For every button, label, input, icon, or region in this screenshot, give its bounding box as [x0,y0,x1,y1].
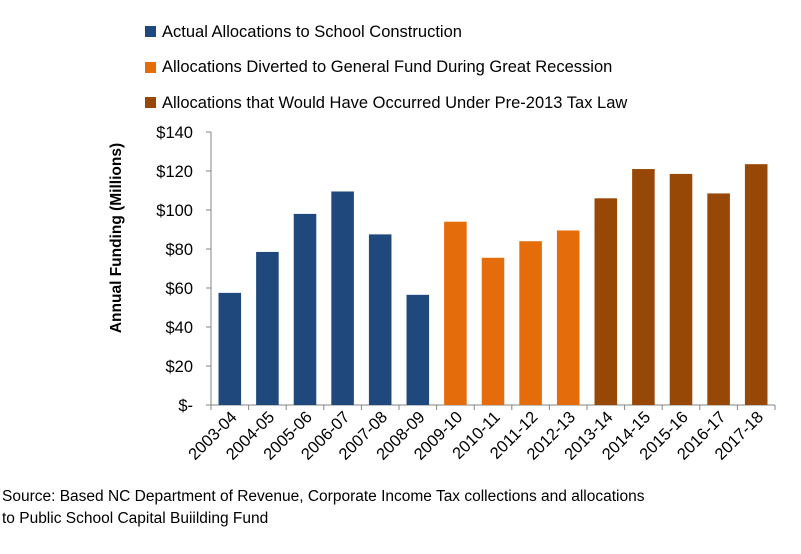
legend-label-pre2013: Allocations that Would Have Occurred Und… [162,93,628,112]
y-tick-label: $100 [156,202,193,220]
y-tick-label: $140 [156,124,193,142]
source-note: Source: Based NC Department of Revenue, … [2,486,644,530]
bar-2011-12 [519,241,542,405]
chart-legend: Actual Allocations to School Constructio… [145,14,627,121]
bar-2016-17 [707,193,730,405]
source-note-line-2: to Public School Capital Buiilding Fund [2,510,269,527]
bar-2005-06 [293,213,317,405]
bar-2014-15 [632,169,655,405]
bar-2013-14 [594,198,618,405]
legend-swatch-actual [145,26,156,38]
bar-2006-07 [331,191,354,405]
bar-2003-04 [218,292,242,405]
y-tick-label: $40 [165,319,193,337]
bar-2012-13 [556,230,580,405]
y-tick-label: $- [178,397,193,415]
y-tick-label: $120 [156,163,193,181]
legend-label-actual: Actual Allocations to School Constructio… [162,22,462,41]
y-tick-label: $20 [165,358,193,376]
bar-2008-09 [406,294,430,405]
bar-2010-11 [481,257,505,405]
bar-2004-05 [256,251,279,405]
y-axis-title: Annual Funding (Millions) [108,143,125,333]
legend-swatch-diverted [145,61,156,73]
source-note-line-1: Source: Based NC Department of Revenue, … [2,488,645,505]
bar-2017-18 [744,164,768,405]
bar-2009-10 [444,221,467,405]
bar-2007-08 [368,234,392,405]
legend-label-diverted: Allocations Diverted to General Fund Dur… [162,58,613,77]
legend-item-pre2013: Allocations that Would Have Occurred Und… [145,85,627,121]
y-tick-label: $60 [165,280,193,298]
bar-2015-16 [669,173,693,405]
legend-item-actual: Actual Allocations to School Constructio… [145,14,627,50]
y-tick-label: $80 [165,241,193,259]
legend-swatch-pre2013 [145,97,156,109]
legend-item-diverted: Allocations Diverted to General Fund Dur… [145,50,627,86]
